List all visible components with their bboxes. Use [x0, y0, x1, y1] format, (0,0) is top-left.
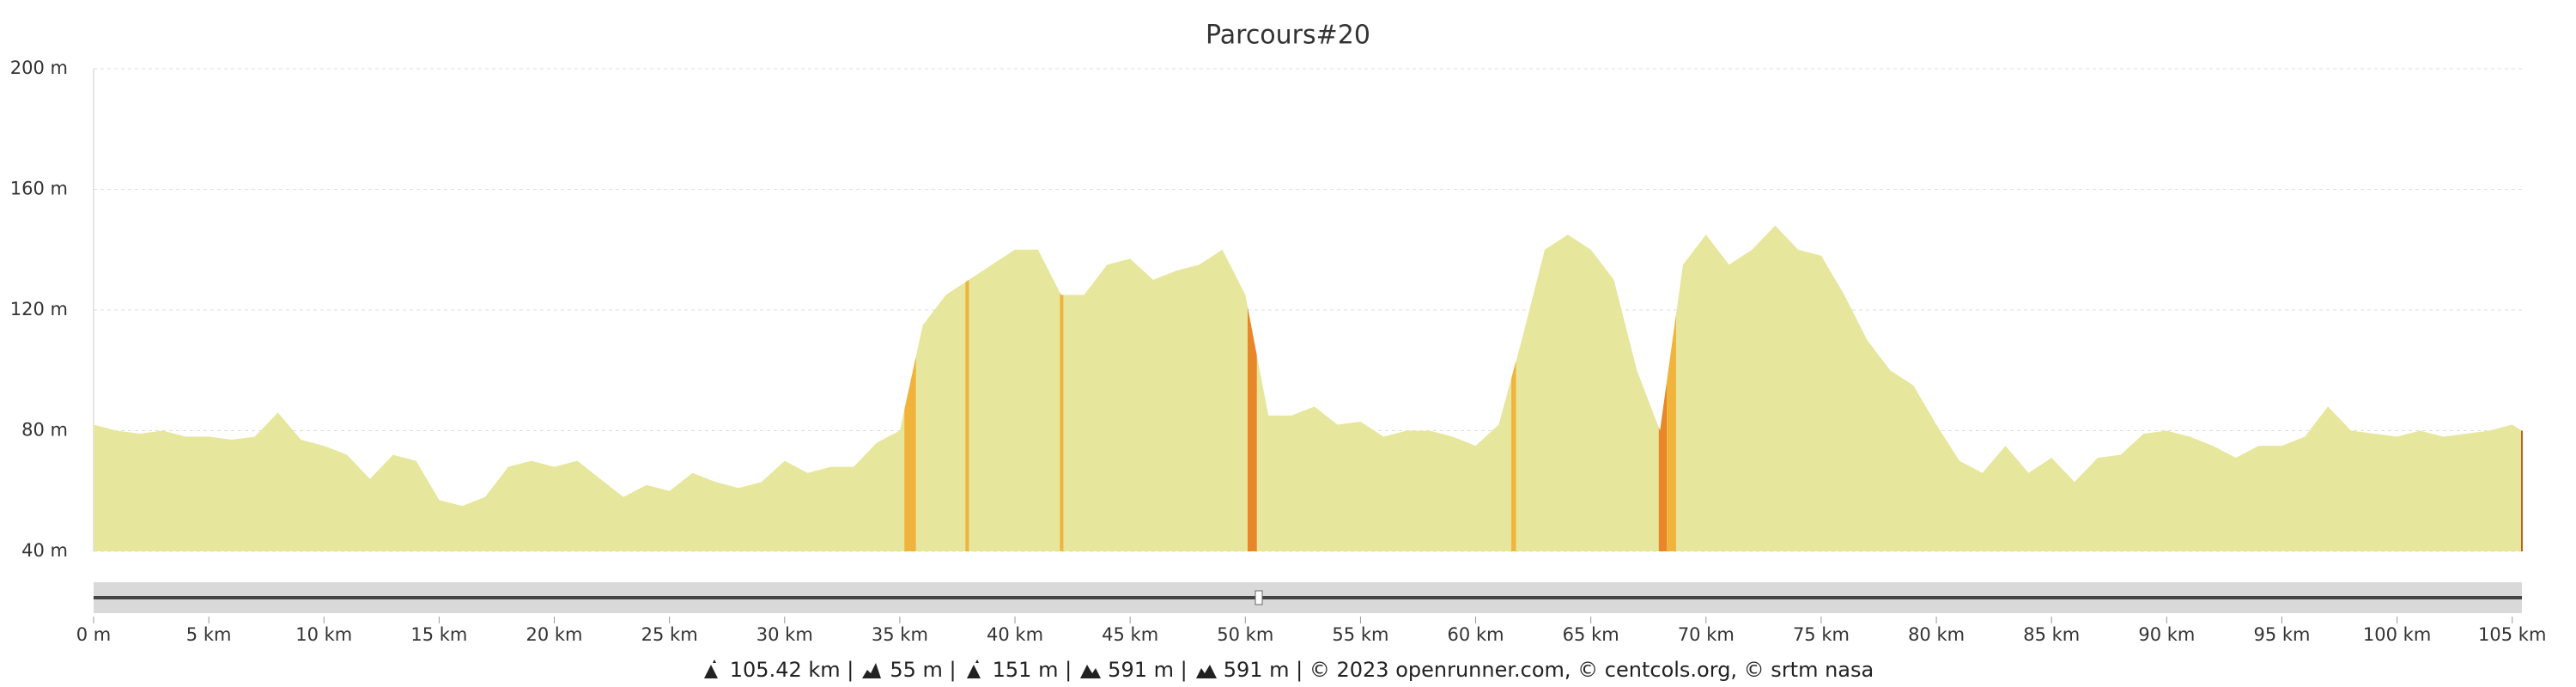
icon-shape: [862, 663, 882, 678]
x-tick-label: 20 km: [526, 624, 583, 645]
y-tick-label: 200 m: [10, 58, 68, 78]
steep-segment: [965, 225, 969, 551]
steep-segment: [1667, 225, 1676, 551]
stat-text: 591 m |: [1108, 658, 1188, 682]
x-tick-label: 25 km: [641, 624, 698, 645]
stat-icon: [1080, 665, 1102, 678]
stat-icon: [862, 663, 882, 678]
stat-text: 55 m |: [890, 658, 957, 682]
range-slider-handle[interactable]: [1255, 590, 1263, 605]
footer: 105.42 km | 55 m | 151 m | 591 m | 591 m | ©…: [0, 658, 2576, 682]
x-tick-label: 95 km: [2253, 624, 2310, 645]
stat-icon: [966, 660, 981, 678]
steep-segment: [1247, 225, 1257, 551]
x-tick-label: 45 km: [1102, 624, 1158, 645]
stat: 151 m |: [965, 658, 1072, 682]
x-tick-label: 60 km: [1448, 624, 1504, 645]
x-tick-label: 85 km: [2023, 624, 2080, 645]
x-tick-label: 75 km: [1793, 624, 1850, 645]
x-tick-label: 50 km: [1217, 624, 1273, 645]
icon-shape: [966, 660, 981, 678]
x-tick-label: 105 km: [2478, 624, 2546, 645]
x-tick-label: 65 km: [1563, 624, 1619, 645]
stat-text: 591 m | © 2023 openrunner.com, © centcol…: [1223, 658, 1874, 682]
stat: 591 m | © 2023 openrunner.com, © centcol…: [1195, 658, 1874, 682]
chart-title: Parcours#20: [1206, 21, 1370, 51]
stat-icon: [1195, 665, 1217, 678]
x-tick-label: 30 km: [756, 624, 813, 645]
steep-segment: [1060, 225, 1064, 551]
chart: Parcours#20 40 m 80 m 120 m 160 m 200 m 0 m 5 …: [10, 21, 2547, 646]
x-tick-label: 55 km: [1332, 624, 1388, 645]
stat: 591 m |: [1080, 658, 1188, 682]
icon-shape: [1195, 665, 1217, 678]
steep-segment: [1511, 225, 1516, 551]
x-tick-label: 40 km: [987, 624, 1043, 645]
x-tick-label: 0 m: [76, 624, 112, 645]
y-tick-label: 120 m: [10, 299, 68, 319]
x-tick-label: 100 km: [2363, 624, 2431, 645]
x-tick-label: 10 km: [295, 624, 352, 645]
stat-text: 151 m |: [992, 658, 1072, 682]
stat: 105.42 km |: [702, 658, 854, 682]
y-tick-label: 40 m: [21, 540, 68, 561]
stat-icon: [703, 660, 718, 678]
y-tick-label: 160 m: [10, 179, 68, 199]
y-tick-label: 80 m: [21, 420, 68, 441]
x-tick-label: 70 km: [1678, 624, 1735, 645]
icon-shape: [703, 660, 718, 678]
stat: 55 m |: [862, 658, 957, 682]
x-tick-label: 35 km: [872, 624, 928, 645]
elevation-area: [94, 225, 2522, 551]
stat-text: 105.42 km |: [729, 658, 854, 682]
x-tick-label: 80 km: [1908, 624, 1965, 645]
x-tick-label: 90 km: [2138, 624, 2195, 645]
x-tick-label: 5 km: [186, 624, 232, 645]
x-tick-label: 15 km: [410, 624, 467, 645]
icon-shape: [1080, 665, 1102, 678]
